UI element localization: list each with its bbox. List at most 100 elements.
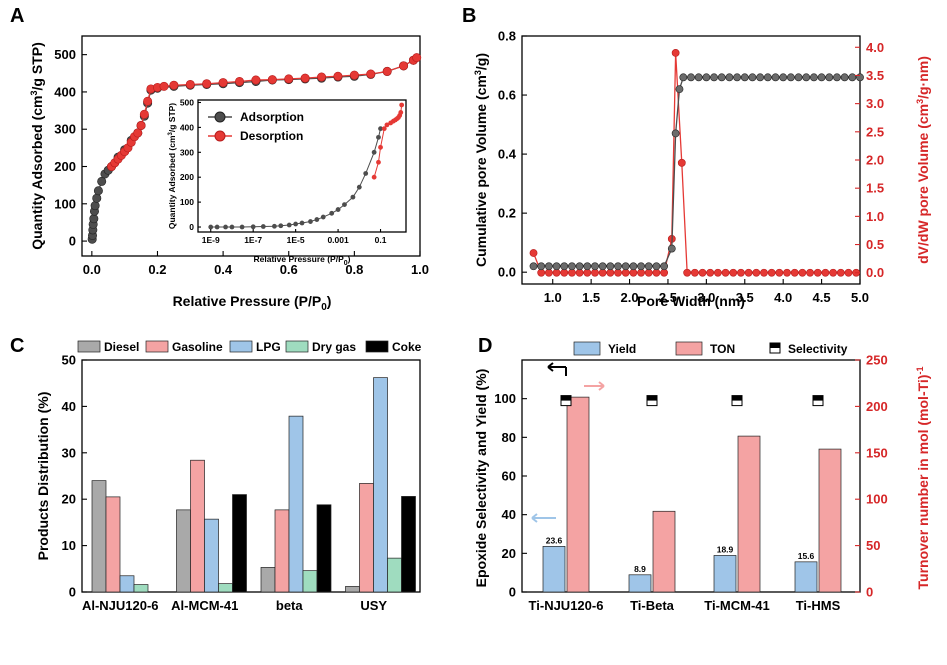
inset-adsorption-point [314, 217, 320, 222]
inset-adsorption-point [239, 224, 245, 230]
inset-adsorption-point [286, 222, 292, 228]
desorption-point [136, 120, 146, 130]
legend-desorption-label: Desorption [240, 129, 303, 143]
bar-yield [628, 574, 652, 593]
yield-value-label: 8.9 [634, 564, 646, 574]
legend-adsorption-marker [214, 111, 226, 123]
legend-label: Diesel [104, 340, 139, 354]
y-right-tick-label: 2.0 [866, 153, 884, 168]
desorption-point [235, 76, 245, 86]
panel-d-letter: D [478, 335, 492, 357]
dvdw-line [532, 52, 857, 274]
cumulative-point [748, 73, 757, 82]
selectivity-marker-fill [732, 395, 742, 401]
y-tick-label: 30 [62, 445, 76, 460]
dvdw-point [644, 268, 653, 277]
panel-a-inset: 1E-9 1E-7 1E-5 0.001 0.1 0 100 200 300 400 500 Rel… [167, 97, 407, 267]
y-right-tick-label: 250 [866, 353, 888, 368]
bar-ton [737, 435, 761, 593]
legend-label: TON [710, 342, 735, 356]
inset-y-tick-label: 400 [180, 122, 194, 132]
desorption-point [300, 73, 310, 83]
cumulative-point [583, 262, 592, 271]
inset-adsorption-point [356, 184, 362, 190]
series-line-adsorption [91, 59, 414, 240]
dvdw-point [591, 268, 599, 277]
adsorption-point [90, 201, 100, 211]
dvdw-point [821, 268, 830, 277]
dvdw-point [606, 268, 615, 277]
panel-c-products: Al-NJU120-6 Al-MCM-41 beta USY 0 10 20 30 40 50 D… [35, 340, 422, 613]
x-tick-label: 1.0 [544, 290, 562, 305]
cumulative-point [771, 73, 780, 82]
desorption-point [412, 53, 422, 63]
cumulative-point [810, 73, 818, 82]
cumulative-point [710, 73, 718, 82]
bar-gasoline [359, 483, 374, 593]
panel-b-letter: B [462, 5, 476, 27]
y-tick-label: 500 [54, 47, 76, 62]
dvdw-point [575, 268, 584, 277]
legend-swatch-lpg [229, 340, 253, 353]
bar-dry-gas [218, 583, 233, 593]
y-tick-label: 0.8 [498, 29, 516, 44]
y-right-tick-label: 150 [866, 445, 888, 460]
y-tick-label: 100 [494, 391, 516, 406]
inset-y-tick-label: 500 [180, 97, 194, 107]
dvdw-point [713, 268, 722, 277]
legend-label: Dry gas [312, 340, 356, 354]
bar-lpg [204, 518, 219, 593]
cumulative-point [575, 262, 584, 271]
inset-y-tick-label: 0 [189, 222, 194, 232]
legend-label: Selectivity [788, 342, 848, 356]
x-tick-label: 0.8 [345, 262, 363, 277]
legend-label: LPG [256, 340, 281, 354]
dvdw-point [690, 268, 699, 277]
y-right-tick-label: 1.5 [866, 181, 884, 196]
cumulative-point [552, 262, 561, 271]
bar-dry-gas [302, 570, 318, 593]
selectivity-marker-fill [813, 395, 823, 401]
dvdw-point [721, 268, 730, 277]
bar-gasoline [105, 496, 121, 593]
inset-desorption-point [378, 144, 383, 150]
inset-adsorption-point [308, 219, 313, 224]
x-tick-label: 2.0 [621, 290, 639, 305]
cumulative-point [591, 262, 599, 271]
dvdw-point [706, 268, 715, 277]
desorption-point [382, 66, 392, 76]
cumulative-point [786, 73, 795, 82]
bar-lpg [119, 575, 135, 593]
selectivity-marker-fill [561, 395, 571, 401]
bar-coke [316, 504, 332, 593]
dvdw-point [752, 268, 761, 277]
x-tick-label: 1.0 [411, 262, 429, 277]
inset-x-tick-label: 0.1 [375, 235, 387, 245]
x-category-label: Ti-Beta [630, 598, 675, 613]
bar-coke [401, 496, 416, 593]
dvdw-point [844, 268, 853, 277]
bar-ton [566, 396, 590, 593]
y-right-tick-label: 1.0 [866, 209, 884, 224]
y-tick-label: 20 [62, 492, 76, 507]
dvdw-point [637, 268, 645, 277]
cumulative-point [825, 73, 834, 82]
dvdw-point [560, 268, 569, 277]
inset-x-tick-label: 0.001 [327, 235, 349, 245]
inset-desorption-point [371, 174, 377, 180]
dvdw-point [829, 268, 838, 277]
dvdw-point [568, 268, 576, 277]
yield-value-label: 15.6 [798, 551, 815, 561]
inset-y-tick-label: 200 [180, 172, 194, 182]
y-tick-label: 20 [502, 546, 516, 561]
inset-adsorption-point [293, 221, 299, 227]
cumulative-point [702, 73, 711, 82]
x-category-label: beta [276, 598, 304, 613]
y-right-tick-label: 0.0 [866, 265, 884, 280]
desorption-point [143, 96, 153, 106]
cumulative-point [660, 262, 669, 271]
inset-adsorption-point [378, 126, 383, 132]
cumulative-point [544, 262, 553, 271]
y-tick-label: 300 [54, 122, 76, 137]
legend-swatch-diesel [77, 340, 101, 353]
